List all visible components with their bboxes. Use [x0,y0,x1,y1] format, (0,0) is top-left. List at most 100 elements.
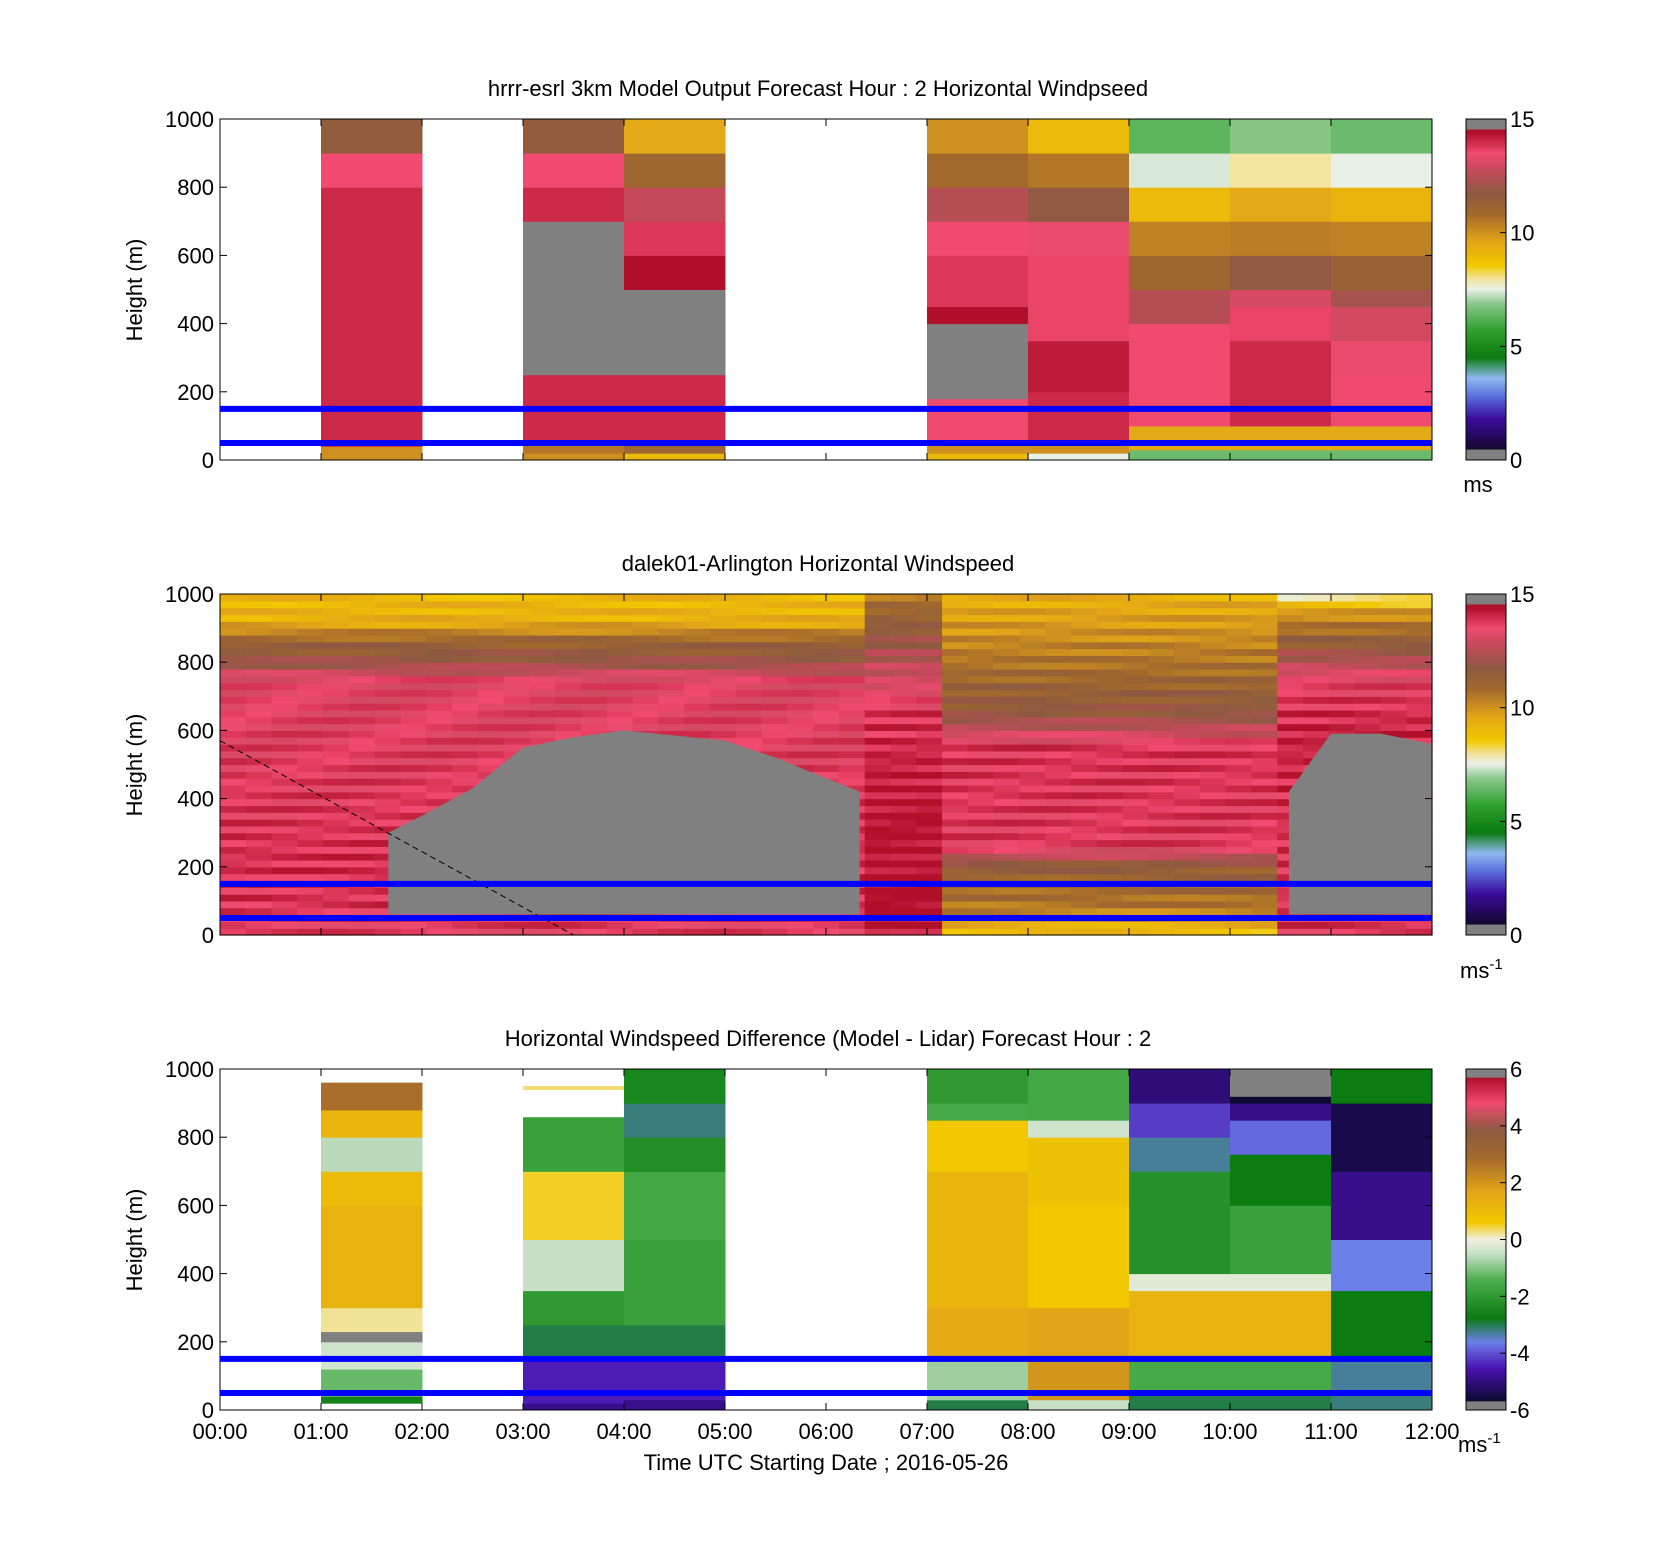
heatmap-cell [916,819,943,827]
heatmap-cell [1174,859,1201,868]
heatmap-cell [245,921,273,929]
heatmap-cell [1380,607,1407,616]
heatmap-cell [1070,757,1098,766]
heatmap-cell [1251,778,1278,786]
heatmap-cell [942,614,969,622]
heatmap-cell [297,859,324,868]
heatmap-cell [916,600,943,609]
heatmap-cell [1199,669,1227,677]
heatmap-cell [1096,839,1124,847]
heatmap-cell [942,641,969,650]
heatmap-cell [632,928,659,936]
heatmap-cell [452,621,479,629]
heatmap-cell [684,641,711,650]
heatmap-cell [1251,784,1278,793]
heatmap-cell [426,594,453,602]
heatmap-cell [452,600,479,609]
heatmap-cell [1328,703,1356,711]
heatmap-cell [503,682,531,691]
heatmap-cell [297,594,324,602]
heatmap-cell [624,1103,726,1138]
heatmap-cell [1174,853,1201,861]
heatmap-cell [658,669,685,677]
heatmap-cell [1277,784,1304,793]
heatmap-cell [452,689,479,697]
heatmap-cell [220,784,247,793]
heatmap-cell [606,696,634,704]
heatmap-cell [838,696,866,704]
heatmap-cell [1380,655,1407,663]
heatmap-cell [993,832,1021,841]
heatmap-cell [1331,1358,1433,1394]
heatmap-cell [735,709,763,718]
heatmap-cell [967,873,995,882]
heatmap-cell [864,689,892,697]
heatmap-cell [993,703,1021,711]
heatmap-cell [967,907,995,916]
heatmap-cell [220,655,247,663]
heatmap-cell [864,737,892,745]
heatmap-cell [916,737,943,745]
heatmap-cell [1019,614,1046,622]
heatmap-cell [1070,703,1098,711]
colorbar-unit: ms-1 [1458,1430,1501,1457]
heatmap-cell [1148,641,1175,650]
heatmap-cell [503,703,531,711]
heatmap-cell [1129,1290,1231,1360]
heatmap-cell [864,907,892,916]
heatmap-cell [1225,928,1253,936]
heatmap-cell [967,784,995,793]
heatmap-cell [297,832,324,841]
y-tick-label: 0 [202,1398,214,1423]
heatmap-cell [271,750,298,759]
heatmap-cell [245,887,273,895]
heatmap-cell [1331,1290,1433,1360]
heatmap-cell [1199,662,1227,670]
heatmap-cell [220,607,247,616]
heatmap-cell [1122,696,1149,704]
heatmap-cell [477,600,505,609]
heatmap-cell [581,709,608,718]
heatmap-cell [555,662,582,670]
heatmap-cell [400,621,427,629]
heatmap-cell [400,750,427,759]
heatmap-cell [684,689,711,697]
heatmap-cell [1122,900,1149,909]
heatmap-cell [1148,744,1175,752]
heatmap-cell [942,791,969,800]
heatmap-cell [245,784,273,793]
heatmap-cell [1199,730,1227,738]
heatmap-cell [1303,737,1330,745]
heatmap-cell [1251,607,1278,616]
lidar-panel: dalek01-Arlington Horizontal Windspeed 0… [122,551,1534,983]
heatmap-cell [323,634,350,643]
heatmap-cell [606,628,634,636]
heatmap-cell [348,682,376,691]
heatmap-cell [1045,737,1072,745]
heatmap-cell [1230,1120,1332,1155]
y-tick-label: 1000 [165,582,214,607]
y-tick-label: 600 [177,1193,214,1218]
heatmap-cell [400,641,427,650]
heatmap-cell [426,682,453,691]
heatmap-cell [1303,600,1330,609]
heatmap-cell [529,730,556,738]
heatmap-cell [1174,866,1201,875]
heatmap-cell [709,648,737,656]
heatmap-cell [890,723,917,731]
heatmap-cell [503,921,531,929]
heatmap-cell [1129,1069,1231,1104]
heatmap-cell [1225,900,1253,909]
heatmap-cell [426,750,453,759]
heatmap-cell [1199,703,1227,711]
heatmap-cell [967,696,995,704]
heatmap-cell [323,928,350,936]
heatmap-cell [890,716,917,725]
heatmap-cell [529,648,556,656]
heatmap-cell [1148,600,1175,609]
heatmap-cell [245,873,273,882]
heatmap-cell [374,655,402,663]
heatmap-cell [1328,709,1356,718]
heatmap-cell [967,757,995,766]
heatmap-cell [1028,119,1130,154]
